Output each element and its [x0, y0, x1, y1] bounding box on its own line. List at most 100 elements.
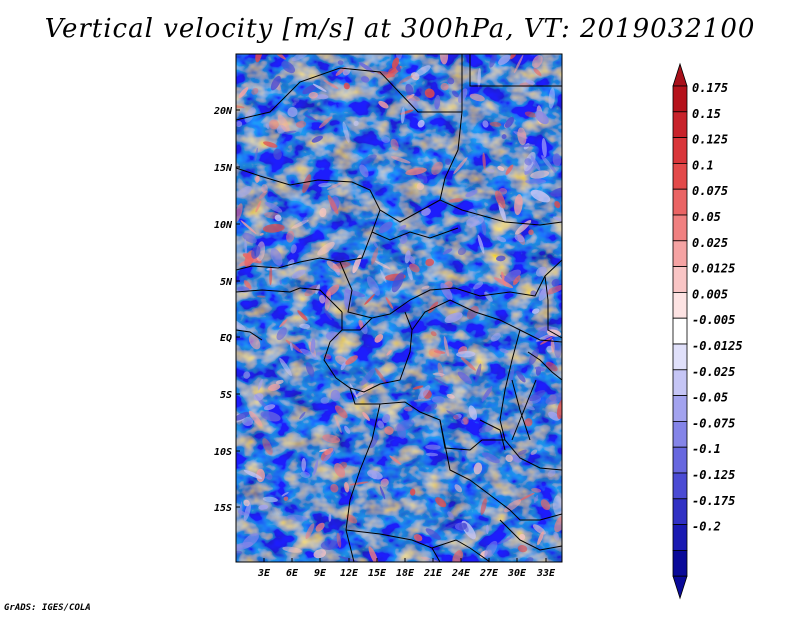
lat-label: 15S [214, 503, 232, 514]
upward-motion-patch [334, 415, 342, 434]
downward-motion-patch [305, 362, 315, 378]
downward-motion-patch [525, 79, 535, 85]
downward-motion-patch [276, 327, 287, 341]
downward-motion-patch [396, 423, 407, 439]
downward-motion-patch [484, 540, 498, 559]
downward-motion-patch [391, 272, 404, 293]
lon-label: 15E [368, 568, 387, 579]
upward-motion-patch [469, 93, 485, 102]
upward-motion-patch [495, 190, 506, 209]
upward-motion-patch [384, 426, 394, 435]
downward-motion-patch [311, 135, 323, 143]
upward-motion-patch [480, 498, 487, 515]
upward-motion-patch [440, 82, 449, 91]
upward-motion-patch [238, 87, 249, 99]
downward-motion-patch [360, 368, 375, 386]
downward-motion-patch [240, 501, 243, 518]
upward-motion-patch [460, 356, 476, 371]
downward-motion-patch [516, 370, 526, 383]
colorbar-swatch [672, 472, 688, 500]
upward-motion-patch [424, 88, 435, 98]
downward-motion-patch [291, 269, 306, 279]
downward-motion-patch [552, 153, 562, 167]
downward-motion-patch [244, 107, 256, 123]
upward-motion-patch [431, 161, 443, 175]
lat-label: 20N [213, 106, 233, 117]
downward-motion-patch [236, 120, 243, 128]
downward-motion-patch [377, 420, 385, 429]
upward-motion-patch [439, 54, 449, 65]
upward-motion-patch [545, 284, 562, 295]
upward-motion-patch [374, 367, 387, 384]
lat-label: 5N [220, 277, 233, 288]
downward-motion-patch [485, 168, 495, 173]
upward-motion-patch [530, 449, 538, 456]
downward-motion-patch [302, 84, 317, 95]
upward-motion-patch [268, 119, 279, 130]
downward-motion-patch [459, 522, 468, 531]
upward-motion-patch [313, 549, 327, 559]
downward-motion-patch [315, 284, 321, 295]
downward-motion-patch [291, 54, 310, 62]
downward-motion-patch [265, 201, 283, 213]
downward-motion-patch [340, 362, 346, 371]
downward-motion-patch [323, 307, 332, 321]
upward-motion-patch [545, 361, 558, 372]
downward-motion-patch [378, 221, 393, 234]
downward-motion-patch [400, 107, 405, 124]
upward-motion-patch [251, 87, 259, 95]
downward-motion-patch [498, 202, 507, 222]
downward-motion-patch [504, 116, 515, 128]
lon-label: 18E [396, 568, 415, 579]
downward-motion-patch [468, 405, 478, 421]
downward-motion-patch [270, 75, 281, 91]
downward-motion-patch [498, 54, 511, 66]
upward-motion-patch [380, 478, 389, 487]
downward-motion-patch [408, 255, 416, 264]
upward-motion-patch [352, 254, 362, 274]
upward-motion-patch [514, 54, 524, 74]
downward-motion-patch [273, 148, 282, 160]
downward-motion-patch [290, 244, 297, 254]
upward-motion-patch [389, 455, 402, 465]
downward-motion-patch [417, 119, 425, 128]
downward-motion-patch [243, 469, 263, 480]
downward-motion-patch [307, 108, 313, 113]
upward-motion-patch [261, 184, 268, 193]
upward-motion-patch [368, 546, 379, 562]
upward-motion-patch [286, 230, 295, 243]
downward-motion-patch [313, 459, 319, 476]
lat-label: 15N [214, 163, 233, 174]
colorbar-label: -0.2 [692, 520, 721, 534]
upward-motion-patch [319, 294, 326, 304]
upward-motion-patch [413, 534, 423, 542]
downward-motion-patch [547, 470, 556, 477]
downward-motion-patch [257, 379, 263, 391]
downward-motion-patch [366, 276, 380, 296]
upward-motion-patch [403, 406, 413, 412]
downward-motion-patch [243, 502, 251, 521]
downward-motion-patch [530, 155, 541, 171]
upward-motion-patch [374, 334, 384, 343]
downward-motion-patch [242, 533, 259, 548]
lon-label: 3E [257, 568, 271, 579]
country-borders [236, 54, 562, 562]
downward-motion-patch [534, 325, 552, 339]
upward-motion-patch [505, 164, 514, 175]
colorbar-label: 0.15 [692, 107, 721, 121]
upward-motion-patch [378, 100, 389, 109]
downward-motion-patch [477, 68, 481, 88]
lon-label: 27E [479, 568, 499, 579]
upward-motion-patch [505, 454, 513, 463]
downward-motion-patch [477, 234, 485, 254]
upward-motion-patch [531, 487, 542, 493]
downward-motion-patch [535, 110, 549, 125]
downward-motion-patch [514, 234, 525, 243]
map-title: Vertical velocity [m/s] at 300hPa, VT: 2… [44, 14, 756, 44]
downward-motion-patch [369, 434, 379, 449]
downward-motion-patch [254, 147, 259, 162]
upward-motion-patch [409, 263, 420, 273]
upward-motion-patch [268, 383, 281, 391]
colorbar-swatch [672, 524, 688, 551]
colorbar-label: 0.1 [692, 158, 714, 172]
